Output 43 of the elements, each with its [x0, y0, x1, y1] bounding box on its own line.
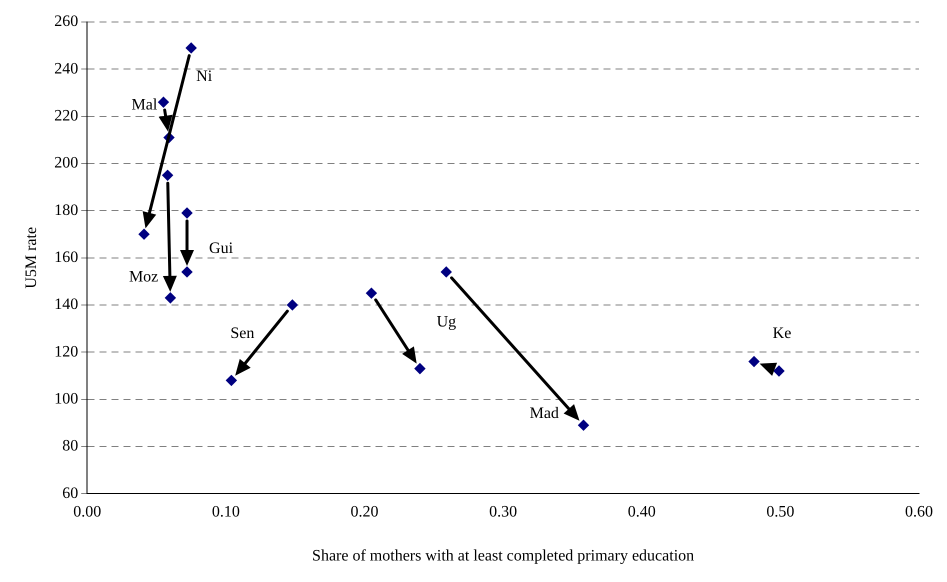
y-tick-label: 100 — [54, 390, 78, 408]
text: Sen — [230, 325, 254, 342]
point — [164, 292, 176, 304]
series-label: Mal — [132, 96, 158, 114]
y-tick-label: 120 — [54, 343, 78, 360]
point — [414, 363, 426, 374]
x-axis-title: Share of mothers with at least completed primary education — [312, 548, 694, 565]
y-tick-label: 260 — [54, 13, 78, 30]
point — [773, 365, 784, 376]
point — [226, 374, 237, 386]
y-tick-label: 140 — [54, 296, 78, 314]
series-label: Mad — [530, 405, 559, 422]
y-tick-label: 180 — [54, 202, 78, 219]
point — [158, 96, 169, 108]
point — [578, 420, 590, 431]
y-axis-title: U5M rate — [22, 226, 40, 289]
series-label: Moz — [128, 268, 158, 286]
y-tick-label: 80 — [62, 438, 78, 455]
point — [748, 356, 760, 368]
point — [286, 299, 298, 310]
x-tick-label: 0.40 — [628, 503, 656, 520]
y-tick-label: 160 — [54, 249, 78, 266]
x-tick-label: 0.00 — [73, 503, 102, 520]
x-tick-label: 0.60 — [905, 503, 933, 520]
point — [440, 266, 452, 278]
text: Ug — [436, 313, 456, 330]
point — [186, 42, 197, 54]
point — [182, 208, 193, 218]
x-tick-label: 0.30 — [489, 503, 518, 520]
x-tick-label: 0.20 — [350, 503, 378, 520]
x-tick-label: 0.10 — [212, 503, 240, 520]
x-tick-label: 0.50 — [766, 503, 794, 520]
y-tick-label: 240 — [54, 60, 78, 78]
y-tick-label: 220 — [54, 108, 78, 125]
point — [162, 170, 174, 181]
point — [366, 288, 377, 299]
y-tick-label: 60 — [62, 484, 78, 502]
point — [138, 228, 150, 240]
y-tick-label: 200 — [54, 154, 78, 172]
series-label: Ke — [772, 325, 792, 342]
point — [182, 266, 193, 278]
series-label: Ni — [196, 68, 213, 86]
series-label: Gui — [209, 240, 234, 258]
